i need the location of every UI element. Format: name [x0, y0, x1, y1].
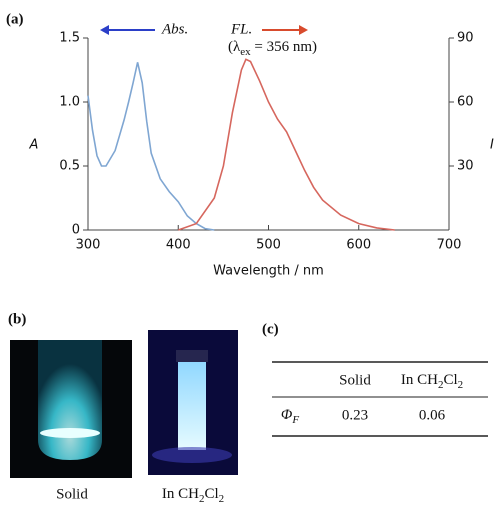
x-tick-label: 300 [76, 238, 101, 253]
y2-tick-label: 30 [457, 159, 474, 174]
x-tick-label: 700 [437, 238, 462, 253]
table-row-label: ΦF [281, 407, 299, 425]
table-header: Solid [339, 372, 371, 388]
text-part: (λ [228, 39, 241, 55]
y-tick-label: 1.5 [59, 31, 80, 46]
y2-axis-label: I [490, 138, 494, 153]
subscript: ex [240, 46, 251, 58]
x-tick-label: 500 [256, 238, 281, 253]
panel-label: (a) [6, 11, 24, 27]
y-tick-label: 0.5 [59, 159, 80, 174]
text-part: Cl [443, 372, 457, 388]
subscript: 2 [438, 379, 444, 391]
x-tick-label: 600 [346, 238, 371, 253]
excitation-note: (λex = 356 nm) [228, 39, 317, 57]
tube-band [40, 428, 100, 438]
text-part: In CH [401, 372, 438, 388]
reflection [152, 447, 232, 463]
table-cell: 0.23 [342, 407, 368, 423]
subscript: 2 [199, 493, 205, 505]
series-line [87, 62, 215, 231]
arrowhead [299, 25, 308, 35]
x-axis-label: Wavelength / nm [213, 264, 324, 279]
photo-caption: Solid [56, 486, 88, 502]
y-axis-label: A [29, 138, 39, 153]
y2-tick-label: 90 [457, 31, 474, 46]
tube [38, 340, 102, 460]
table-header: In CH2Cl2 [401, 372, 463, 390]
text-part: Φ [281, 407, 293, 423]
y2-tick-label: 60 [457, 95, 474, 110]
series-line [178, 58, 395, 231]
y-tick-label: 1.0 [59, 95, 80, 110]
cuvette [178, 360, 206, 450]
text-part: In CH [162, 486, 199, 502]
panel-label: (c) [262, 321, 279, 337]
y-tick-label: 0 [72, 223, 80, 238]
series-label: Abs. [161, 21, 188, 37]
cuvette-cap [176, 350, 208, 362]
arrowhead [100, 25, 109, 35]
subscript: 2 [219, 493, 225, 505]
photo-caption: In CH2Cl2 [162, 486, 224, 504]
series-label: FL. [230, 21, 252, 37]
subscript: 2 [458, 379, 464, 391]
panel-label: (b) [8, 311, 26, 327]
x-tick-label: 400 [166, 238, 191, 253]
text-part: = 356 nm) [251, 39, 317, 55]
table-cell: 0.06 [419, 407, 446, 423]
subscript: F [291, 414, 299, 426]
text-part: Cl [204, 486, 218, 502]
